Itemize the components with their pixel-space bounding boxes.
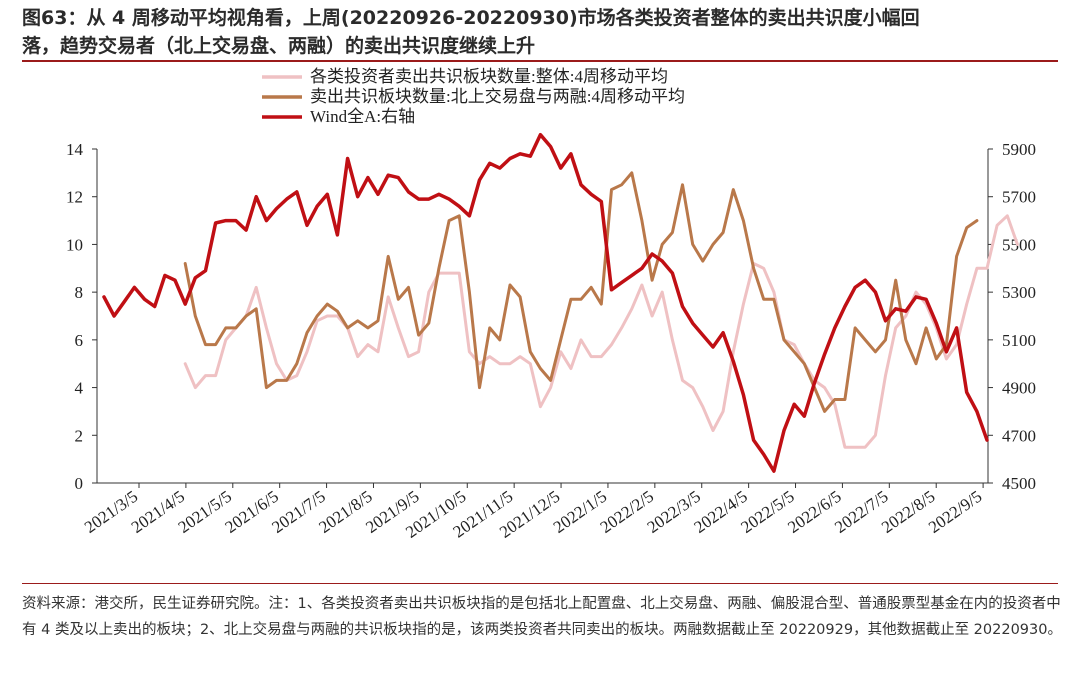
y-left-tick-label: 12 bbox=[66, 188, 83, 207]
legend-label-2: 卖出共识板块数量:北上交易盘与两融:4周移动平均 bbox=[310, 87, 685, 106]
y-right-tick-label: 5500 bbox=[1002, 235, 1036, 254]
y-left-tick-label: 8 bbox=[75, 283, 84, 302]
y-right-tick-label: 5900 bbox=[1002, 140, 1036, 159]
chart-legend: 各类投资者卖出共识板块数量:整体:4周移动平均卖出共识板块数量:北上交易盘与两融… bbox=[262, 67, 685, 126]
y-left-tick-label: 6 bbox=[75, 331, 84, 350]
y-right-tick-label: 5100 bbox=[1002, 331, 1036, 350]
note-divider bbox=[22, 583, 1058, 584]
series-line-1 bbox=[183, 214, 1019, 449]
line-chart: 各类投资者卖出共识板块数量:整体:4周移动平均卖出共识板块数量:北上交易盘与两融… bbox=[66, 67, 1036, 542]
y-left-tick-label: 10 bbox=[66, 235, 83, 254]
source-note: 资料来源：港交所，民生证券研究院。注：1、各类投资者卖出共识板块指的是包括北上配… bbox=[22, 596, 1062, 638]
y-left-tick-label: 0 bbox=[75, 474, 84, 493]
legend-label-1: 各类投资者卖出共识板块数量:整体:4周移动平均 bbox=[310, 67, 668, 86]
y-left-tick-label: 2 bbox=[75, 426, 84, 445]
chart-axes: 0 2 4 6 8 10 12 14 4500 4700 4900 5100 5300 5500 5700 5… bbox=[66, 140, 1036, 542]
legend-label-3: Wind全A:右轴 bbox=[310, 107, 415, 126]
figure-title-line2: 落，趋势交易者（北上交易盘、两融）的卖出共识度继续上升 bbox=[22, 35, 536, 57]
title-divider bbox=[22, 60, 1058, 62]
y-left-tick-label: 14 bbox=[66, 140, 84, 159]
series-line-2 bbox=[183, 171, 979, 413]
y-right-tick-label: 5700 bbox=[1002, 188, 1036, 207]
figure-title-line1: 图63：从 4 周移动平均视角看，上周(20220926-20220930)市场… bbox=[22, 7, 920, 29]
y-left-tick-label: 4 bbox=[75, 379, 84, 398]
chart-series bbox=[102, 132, 1019, 473]
y-right-tick-label: 4500 bbox=[1002, 474, 1036, 493]
y-right-tick-label: 5300 bbox=[1002, 283, 1036, 302]
series-line-3 bbox=[102, 132, 989, 473]
x-tick-label: 2022/9/5 bbox=[925, 487, 985, 537]
y-right-tick-label: 4900 bbox=[1002, 379, 1036, 398]
figure-title: 图63：从 4 周移动平均视角看，上周(20220926-20220930)市场… bbox=[22, 4, 1062, 60]
y-right-tick-label: 4700 bbox=[1002, 426, 1036, 445]
